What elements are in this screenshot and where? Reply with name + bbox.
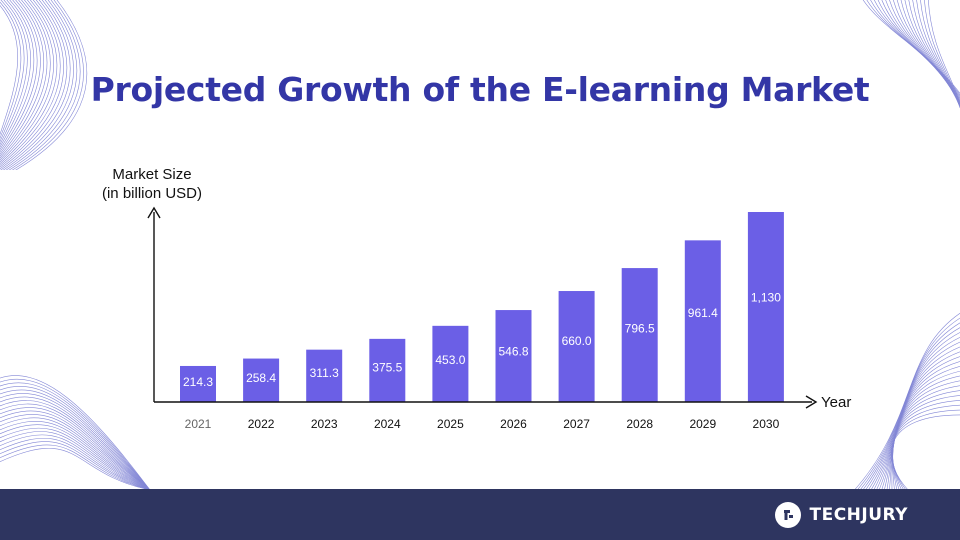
x-tick-label: 2025 [437,417,464,431]
x-tick-label: 2028 [626,417,653,431]
bar-2023 [306,349,343,402]
bar-2027 [558,291,595,402]
x-tick-label: 2030 [753,417,780,431]
bar-2024 [369,338,406,402]
x-tick-label: 2029 [689,417,716,431]
x-tick-label: 2026 [500,417,527,431]
techjury-logo-icon [775,502,802,528]
x-tick-label: 2021 [185,417,212,431]
bar-value-labels: 214.3 258.4 311.3 375.5 453.0 546.8 660.0 796.5… [183,291,781,390]
bar-value-label: 796.5 [625,321,655,335]
wave-decoration-top-left [0,0,88,170]
bar-value-label: 660.0 [562,334,592,348]
bar-value-label: 214.3 [183,375,213,389]
bar-value-label: 311.3 [310,366,339,380]
x-axis-label: Year [821,394,851,411]
x-tick-label: 2023 [311,417,338,431]
bar-2026 [495,310,532,402]
bar-2028 [621,268,658,402]
wave-decoration-top-right [862,0,960,109]
x-tick-label: 2027 [563,417,590,431]
bar-value-label: 961.4 [688,306,718,320]
bar-value-label: 546.8 [498,344,528,358]
bar-2025 [432,325,469,402]
brand-logo: TECHJURY [775,501,908,529]
bar-value-label: 375.5 [372,360,402,374]
footer-bar: TECHJURY [0,489,960,540]
bar-2021 [180,365,216,402]
bar-value-label: 453.0 [435,353,465,367]
bar-value-label: 1,130 [751,291,781,305]
x-tick-label: 2022 [248,417,275,431]
bar-chart: 214.3 258.4 311.3 375.5 453.0 546.8 660.0 796.5… [102,166,851,431]
brand-name: TECHJURY [809,505,908,525]
bars-group [180,212,784,402]
y-axis-label: Market Size [112,166,191,183]
y-axis-arrow-icon [147,206,161,219]
wave-decoration-bottom-left [0,375,150,490]
bar-2030 [747,212,784,402]
x-tick-labels: 2021 2022 2023 2024 2025 2026 2027 2028 2029 2030 [185,417,780,431]
wave-decoration-bottom-right [853,313,960,490]
bar-value-label: 258.4 [246,371,276,385]
x-tick-label: 2024 [374,417,401,431]
bar-2022 [243,358,280,402]
page-title: Projected Growth of the E-learning Marke… [90,70,870,109]
y-axis-label-unit: (in billion USD) [102,185,202,202]
x-axis-arrow-icon [805,395,818,409]
bar-2029 [684,240,721,402]
